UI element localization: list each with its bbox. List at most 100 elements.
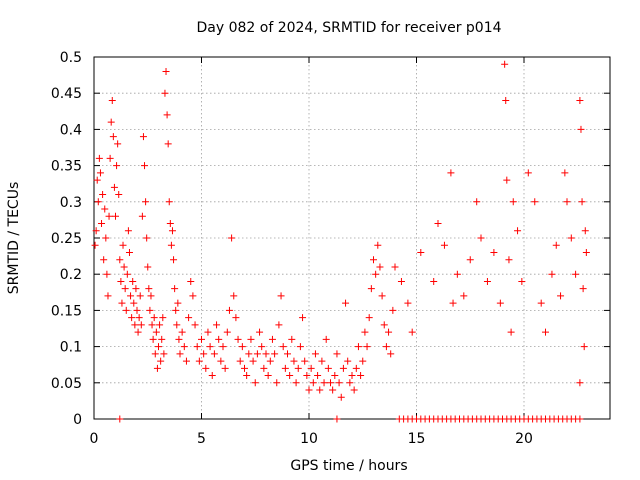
- data-point: [166, 220, 174, 228]
- data-point: [141, 162, 149, 170]
- data-point: [157, 357, 165, 365]
- x-tick-label: 15: [408, 431, 426, 447]
- data-point: [139, 133, 147, 141]
- data-point: [113, 162, 121, 170]
- data-point: [299, 314, 307, 322]
- data-point: [262, 350, 270, 358]
- data-point: [576, 379, 584, 387]
- data-point: [367, 285, 375, 293]
- data-point: [93, 176, 101, 184]
- data-point: [198, 335, 205, 343]
- data-point: [577, 125, 585, 133]
- data-point: [271, 350, 279, 358]
- data-point: [123, 270, 131, 278]
- data-point: [561, 169, 569, 177]
- data-point: [228, 234, 236, 242]
- data-point: [337, 393, 345, 401]
- data-point: [101, 205, 109, 213]
- y-tick-label: 0.5: [60, 50, 82, 66]
- y-tick-label: 0.35: [51, 159, 82, 175]
- data-point: [359, 357, 367, 365]
- data-point: [128, 314, 136, 322]
- y-tick-label: 0.25: [51, 231, 82, 247]
- data-point: [95, 154, 103, 162]
- data-point: [191, 321, 199, 329]
- y-axis-label: SRMTID / TECUs: [6, 182, 22, 295]
- data-point: [225, 306, 233, 314]
- data-point: [434, 220, 442, 228]
- x-tick-label: 20: [515, 431, 533, 447]
- data-point: [105, 212, 113, 220]
- data-point: [144, 263, 152, 271]
- data-point: [352, 364, 360, 372]
- data-point: [138, 212, 146, 220]
- data-point: [376, 263, 384, 271]
- data-point: [370, 256, 377, 264]
- data-point: [318, 357, 326, 365]
- data-point: [174, 299, 182, 307]
- data-point: [175, 335, 183, 343]
- data-point: [502, 96, 510, 104]
- data-point: [537, 299, 545, 307]
- data-point: [346, 379, 354, 387]
- data-point: [236, 357, 244, 365]
- data-point: [110, 183, 118, 191]
- data-point: [155, 343, 162, 351]
- data-point: [385, 328, 393, 336]
- data-point: [333, 415, 341, 423]
- data-point: [284, 350, 291, 358]
- data-point: [342, 299, 350, 307]
- data-point: [582, 248, 590, 256]
- data-point: [206, 343, 214, 351]
- data-point: [108, 96, 116, 104]
- data-point: [430, 277, 438, 285]
- data-point: [503, 176, 511, 184]
- data-point: [378, 292, 386, 300]
- data-point: [505, 256, 513, 264]
- data-point: [314, 372, 322, 380]
- y-tick-label: 0: [73, 412, 82, 428]
- data-point: [116, 415, 124, 423]
- data-point: [490, 248, 498, 256]
- data-point: [249, 357, 257, 365]
- data-point: [118, 299, 126, 307]
- data-point: [122, 306, 130, 314]
- grid-lines: [93, 56, 610, 420]
- x-tick-label: 0: [90, 431, 99, 447]
- data-point: [579, 285, 587, 293]
- data-point: [580, 343, 588, 351]
- data-point: [273, 379, 281, 387]
- data-point: [238, 343, 246, 351]
- y-tick-label: 0.3: [60, 195, 82, 211]
- data-point: [260, 364, 268, 372]
- data-point: [115, 191, 123, 199]
- data-point: [277, 292, 285, 300]
- data-point: [130, 299, 138, 307]
- data-point: [509, 198, 517, 206]
- data-point: [361, 328, 369, 336]
- data-point: [576, 415, 584, 423]
- data-point: [176, 350, 184, 358]
- x-tick-labels: 0 5 10 15 20: [90, 431, 533, 447]
- data-point: [576, 96, 584, 104]
- data-point: [153, 364, 161, 372]
- data-point: [460, 292, 468, 300]
- data-point: [114, 140, 122, 148]
- data-point: [417, 248, 425, 256]
- data-point: [380, 321, 388, 329]
- data-point: [382, 343, 390, 351]
- y-tick-label: 0.15: [51, 303, 82, 319]
- data-point: [281, 364, 289, 372]
- data-point: [324, 364, 332, 372]
- data-point: [120, 263, 128, 271]
- data-point: [232, 314, 240, 322]
- data-point: [483, 277, 491, 285]
- data-point: [124, 227, 132, 235]
- data-point: [311, 350, 319, 358]
- data-point: [158, 335, 166, 343]
- data-point: [578, 198, 586, 206]
- data-point: [167, 241, 175, 249]
- data-point: [147, 292, 155, 300]
- data-point: [98, 220, 106, 228]
